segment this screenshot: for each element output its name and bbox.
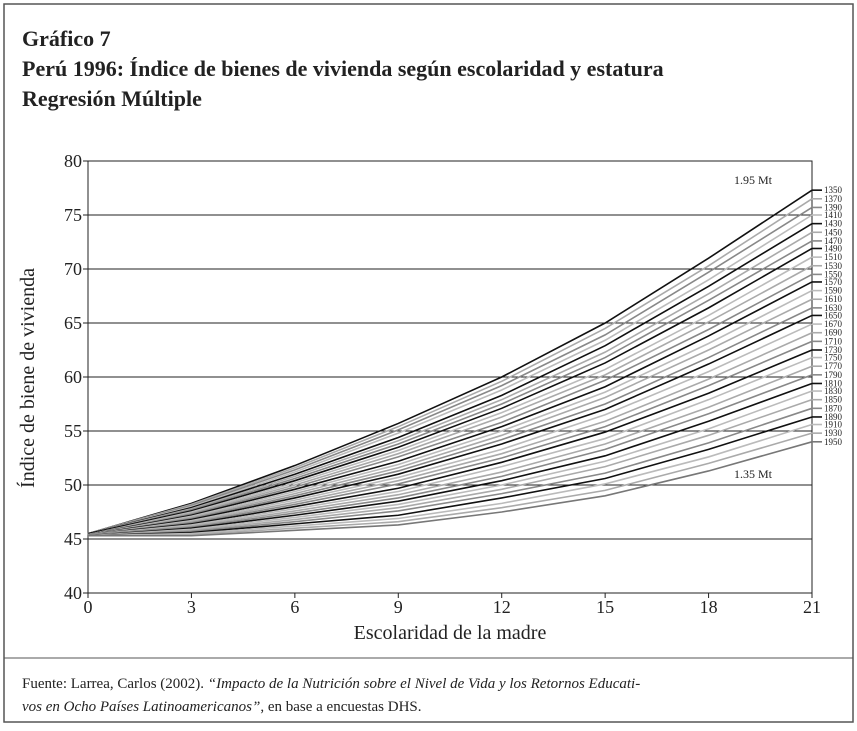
line	[87, 206, 813, 535]
y-tick-label: 50	[64, 475, 82, 495]
line	[87, 331, 813, 536]
y-tick-label: 45	[64, 529, 82, 549]
legend-label: 1950	[824, 437, 843, 447]
line	[87, 298, 813, 536]
chart-title: Regresión Múltiple	[22, 86, 202, 111]
line	[87, 231, 813, 535]
y-tick-label: 75	[64, 205, 82, 225]
legend-label: 1890	[824, 412, 843, 422]
chart-title: Perú 1996: Índice de bienes de vivienda …	[22, 56, 664, 81]
y-tick-label: 60	[64, 367, 82, 387]
legend-label: 1570	[824, 277, 843, 287]
line	[87, 273, 813, 536]
line	[87, 407, 813, 537]
x-tick-label: 6	[290, 597, 299, 617]
legend-label: 1630	[824, 303, 843, 313]
legend-label: 1810	[824, 378, 843, 388]
legend-label: 1910	[824, 420, 843, 430]
line	[87, 314, 813, 536]
legend-label: 1670	[824, 319, 843, 329]
chart-title: Gráfico 7	[22, 26, 111, 51]
line	[87, 247, 813, 535]
source: vos en Ocho Países Latinoamericanos”, en…	[22, 699, 422, 715]
legend-label: 1450	[824, 227, 843, 237]
legend-label: 1510	[824, 252, 843, 262]
source: Fuente: Larrea, Carlos (2002). “Impacto …	[22, 676, 640, 692]
legend-label: 1790	[824, 370, 843, 380]
y-tick-label: 55	[64, 421, 82, 441]
line	[88, 441, 813, 537]
x-tick-label: 9	[394, 597, 403, 617]
line	[87, 214, 813, 535]
legend-label: 1350	[824, 185, 843, 195]
legend-label: 1730	[824, 345, 843, 355]
line	[87, 374, 813, 536]
line	[87, 365, 813, 536]
y-axis-label: Índice de biene de vivienda	[16, 268, 39, 488]
legend-label: 1710	[824, 336, 843, 346]
legend-label: 1490	[824, 243, 843, 253]
line	[87, 340, 813, 536]
line	[87, 416, 813, 537]
legend-label: 1370	[824, 194, 843, 204]
legend-label: 1690	[824, 328, 843, 338]
legend-label: 1530	[824, 261, 843, 271]
line	[87, 307, 813, 536]
legend-label: 1650	[824, 310, 843, 320]
frame	[3, 3, 854, 723]
line	[87, 349, 813, 536]
legend-label: 1770	[824, 361, 843, 371]
source-text: , en base a encuestas DHS.	[260, 699, 421, 715]
line	[87, 281, 813, 536]
legend-label: 1430	[824, 219, 843, 229]
y-tick-label: 80	[64, 151, 82, 171]
line	[87, 398, 813, 537]
annotation: 1.35 Mt	[734, 467, 773, 481]
legend-label: 1750	[824, 353, 843, 363]
legend-label: 1550	[824, 269, 843, 279]
y-tick-label: 40	[64, 583, 82, 603]
line	[87, 323, 813, 536]
annotation: 1.95 Mt	[734, 173, 773, 187]
line	[87, 390, 813, 537]
legend-label: 1590	[824, 286, 843, 296]
line	[87, 265, 813, 536]
legend-label: 1930	[824, 428, 843, 438]
x-tick-label: 0	[84, 597, 93, 617]
legend-label: 1830	[824, 386, 843, 396]
source-title: “Impacto de la Nutrición sobre el Nivel …	[208, 676, 640, 692]
source-title: vos en Ocho Países Latinoamericanos”	[22, 699, 260, 715]
line	[87, 198, 813, 535]
x-tick-label: 12	[493, 597, 511, 617]
line	[87, 356, 813, 536]
legend-label: 1470	[824, 236, 843, 246]
line	[87, 423, 813, 537]
x-tick-label: 3	[187, 597, 196, 617]
source-text: Fuente: Larrea, Carlos (2002).	[22, 676, 208, 692]
legend-label: 1850	[824, 395, 843, 405]
y-tick-label: 70	[64, 259, 82, 279]
x-tick-label: 21	[803, 597, 821, 617]
line	[87, 289, 813, 536]
line	[87, 382, 813, 537]
line	[87, 222, 813, 535]
legend-label: 1410	[824, 210, 843, 220]
x-tick-label: 15	[596, 597, 614, 617]
legend-label: 1870	[824, 403, 843, 413]
x-tick-label: 18	[700, 597, 718, 617]
legend-label: 1610	[824, 294, 843, 304]
plot-frame	[87, 160, 813, 594]
line	[87, 189, 813, 535]
x-axis-label: Escolaridad de la madre	[354, 622, 547, 644]
line	[87, 256, 813, 536]
y-tick-label: 65	[64, 313, 82, 333]
line	[87, 240, 813, 535]
line	[87, 432, 813, 537]
legend-label: 1390	[824, 202, 843, 212]
